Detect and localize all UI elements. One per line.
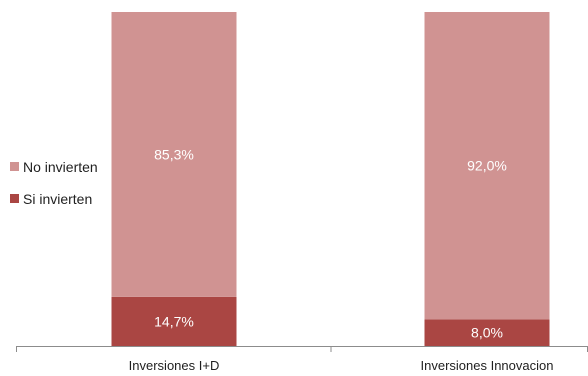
- legend-swatch-si-invierten: [10, 194, 19, 203]
- bars-layer: [111, 12, 550, 346]
- data-label-no-invierten-inversiones-i-d: 85,3%: [154, 146, 194, 162]
- legend-label-no-invierten: No invierten: [23, 159, 98, 175]
- category-label-inversiones-i-d: Inversiones I+D: [129, 358, 220, 373]
- legend: No invierten Si invierten: [10, 159, 98, 207]
- bar-si-invierten-inversiones-innovacion: [424, 319, 550, 346]
- legend-label-si-invierten: Si invierten: [23, 191, 92, 207]
- bar-si-invierten-inversiones-i-d: [111, 296, 237, 346]
- data-label-si-invierten-inversiones-i-d: 14,7%: [154, 313, 194, 329]
- data-label-si-invierten-inversiones-innovacion: 8,0%: [471, 325, 503, 341]
- category-label-inversiones-innovacion: Inversiones Innovacion: [421, 358, 554, 373]
- x-axis: [16, 346, 588, 352]
- bar-no-invierten-inversiones-innovacion: [424, 12, 550, 320]
- value-labels-layer: 14,7% 85,3% 8,0% 92,0%: [154, 146, 507, 340]
- data-label-no-invierten-inversiones-innovacion: 92,0%: [467, 158, 507, 174]
- category-labels: Inversiones I+D Inversiones Innovacion: [129, 358, 554, 373]
- legend-swatch-no-invierten: [10, 162, 19, 171]
- bar-no-invierten-inversiones-i-d: [111, 12, 237, 297]
